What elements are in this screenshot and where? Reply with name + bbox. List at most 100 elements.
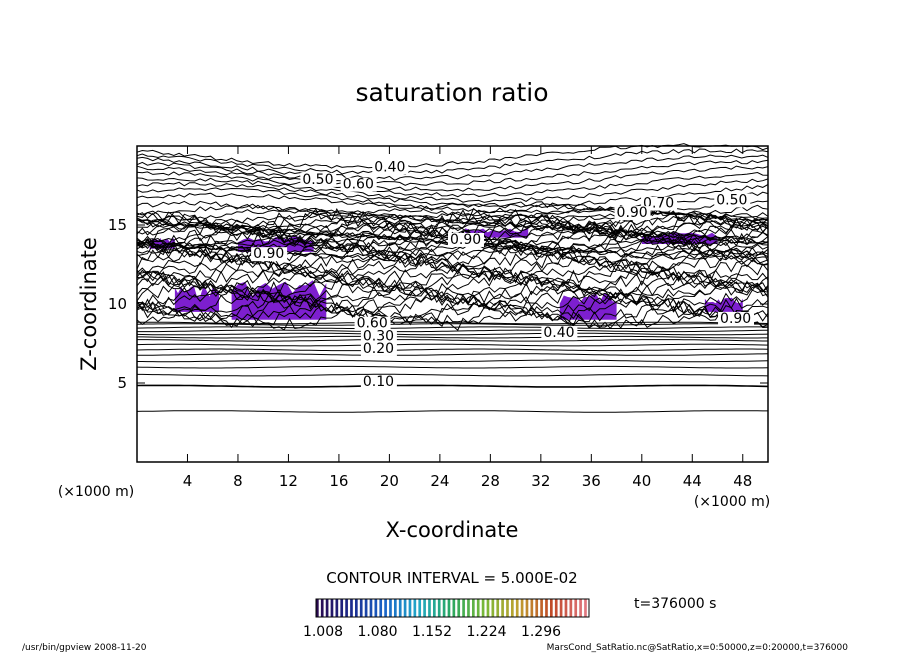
contour-line <box>136 384 769 388</box>
contour-label: 0.50 <box>302 172 333 188</box>
contour-line <box>136 326 768 329</box>
y-tick-label: 10 <box>108 295 127 313</box>
contour-line <box>137 335 768 339</box>
contour-line <box>136 159 769 186</box>
colorbar-cell <box>545 599 548 617</box>
contour-label: 0.90 <box>720 311 751 327</box>
colorbar-cell <box>340 599 344 617</box>
colorbar-cell <box>554 599 558 617</box>
contour-label: 0.90 <box>253 246 284 262</box>
colorbar-cell <box>433 599 436 617</box>
contour-line <box>137 353 769 356</box>
colorbar-cell <box>398 599 402 617</box>
contour-line <box>136 332 769 336</box>
colorbar-cell <box>540 599 543 617</box>
contour-line <box>136 148 769 175</box>
colorbar-cell <box>374 599 378 617</box>
contour-line <box>136 305 769 329</box>
colorbar-cell <box>467 599 470 617</box>
y-axis-label: Z-coordinate <box>77 237 101 371</box>
contour-label-bg <box>354 316 391 331</box>
contour-lines <box>136 143 769 413</box>
colorbar-cell <box>535 599 539 617</box>
colorbar-tick-label: 1.224 <box>466 624 506 640</box>
contour-label-bg <box>714 193 751 208</box>
contour-label: 0.70 <box>643 196 674 212</box>
colorbar-cell <box>574 599 578 617</box>
contour-line <box>136 348 769 352</box>
colorbar-cell <box>530 599 534 617</box>
x-tick-label: 16 <box>329 472 348 490</box>
contour-line <box>136 177 769 203</box>
footer-left: /usr/bin/gpview 2008-11-20 <box>22 643 147 653</box>
x-tick-label: 28 <box>481 472 500 490</box>
contour-line <box>136 192 769 220</box>
contour-label: 0.10 <box>363 374 394 390</box>
contour-line <box>136 165 769 192</box>
colorbar-cell <box>437 599 441 617</box>
colorbar-cell <box>515 599 519 617</box>
colorbar-cell <box>345 599 348 617</box>
colorbar-cell <box>423 599 426 617</box>
colorbar-cell <box>320 599 324 617</box>
time-label: t=376000 s <box>634 596 716 612</box>
supersaturated-region <box>231 280 327 320</box>
contour-label: 0.90 <box>450 232 481 248</box>
colorbar-cell <box>506 599 509 617</box>
colorbar-cell <box>428 599 431 617</box>
colorbar-cell <box>316 599 319 617</box>
contour-line <box>136 297 769 321</box>
contour-line <box>136 268 769 290</box>
contour-line <box>136 410 768 413</box>
colorbar-cell <box>476 599 480 617</box>
contour-line <box>136 249 769 272</box>
contour-label-bg <box>251 247 288 262</box>
colorbar-cell <box>350 599 353 617</box>
x-axis-ticks: 4 8 12 16 20 24 28 32 36 40 44 48 <box>183 146 752 490</box>
contour-label: 0.40 <box>374 159 405 175</box>
x-tick-label: 44 <box>683 472 702 490</box>
colorbar-tick-label: 1.296 <box>521 624 561 640</box>
colorbar-cell <box>452 599 456 617</box>
contour-line <box>136 238 769 263</box>
colorbar-cell <box>364 599 368 617</box>
colorbar-cell <box>511 599 514 617</box>
colorbar-cell <box>569 599 573 617</box>
colorbar-cell <box>384 599 387 617</box>
colorbar-cell <box>501 599 504 617</box>
contour-line <box>136 365 769 369</box>
supersaturated-region <box>174 285 220 312</box>
contour-label-bg <box>614 206 651 221</box>
contour-label-bg <box>718 311 755 326</box>
contour-label-bg <box>300 172 337 187</box>
contour-line <box>136 276 769 300</box>
colorbar-ticks: 1.008 1.080 1.152 1.224 1.296 <box>303 624 561 640</box>
colorbar-cell <box>559 599 563 617</box>
colorbar-cell <box>408 599 412 617</box>
colorbar-cell <box>481 599 485 617</box>
contour-label: 0.90 <box>617 205 648 221</box>
colorbar-cell <box>550 599 553 617</box>
contour-label-bg <box>360 341 397 356</box>
contour-line <box>136 154 769 181</box>
colorbar-cell <box>394 599 397 617</box>
contour-line <box>137 339 768 342</box>
colorbar-frame <box>315 598 590 618</box>
colorbar-cell <box>389 599 392 617</box>
colorbar-tick-label: 1.008 <box>303 624 343 640</box>
contour-label: 0.30 <box>363 328 394 344</box>
colorbar-cell <box>462 599 465 617</box>
colorbar-cell <box>418 599 422 617</box>
y-tick-label: 5 <box>117 374 127 392</box>
footer-right: MarsCond_SatRatio.nc@SatRatio,x=0:50000,… <box>547 643 849 653</box>
colorbar-cell <box>403 599 407 617</box>
x-tick-label: 40 <box>632 472 651 490</box>
colorbar <box>315 598 590 618</box>
colorbar-cell <box>525 599 529 617</box>
contour-line <box>136 171 769 198</box>
colorbar-cell <box>486 599 490 617</box>
contour-label: 0.60 <box>357 316 388 332</box>
contour-line <box>136 273 769 297</box>
x-unit-left: (×1000 m) <box>58 484 134 500</box>
x-tick-label: 32 <box>531 472 550 490</box>
